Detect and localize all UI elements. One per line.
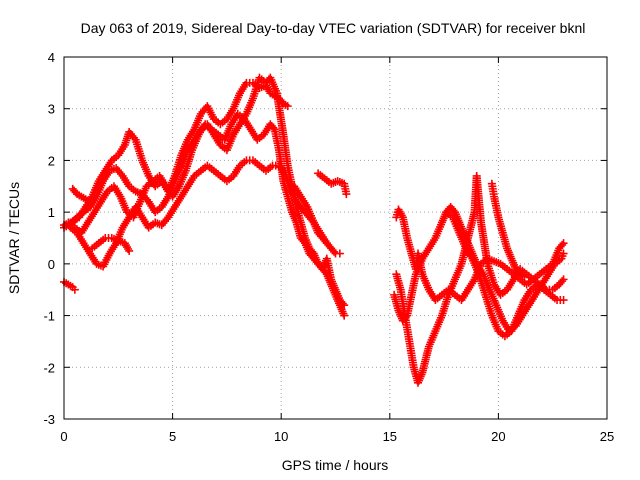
series-track-3 bbox=[64, 109, 349, 320]
series-track-8 bbox=[290, 182, 331, 248]
data-point bbox=[340, 311, 349, 320]
axis-ticks bbox=[63, 56, 608, 420]
series-track-5 bbox=[88, 234, 134, 255]
data-point bbox=[559, 275, 568, 284]
y-tick-label: -2 bbox=[43, 360, 55, 375]
series-track-7 bbox=[68, 184, 95, 206]
data-point bbox=[559, 249, 568, 258]
data-point bbox=[559, 296, 568, 305]
data-point bbox=[559, 239, 568, 248]
plot-frame bbox=[63, 56, 608, 420]
data-point bbox=[70, 285, 79, 294]
data-point bbox=[322, 239, 331, 248]
data-points bbox=[60, 73, 568, 387]
data-point bbox=[335, 249, 344, 258]
data-point bbox=[401, 313, 410, 322]
chart-title: Day 063 of 2019, Sidereal Day-to-day VTE… bbox=[81, 20, 586, 36]
y-tick-label: 3 bbox=[48, 102, 55, 117]
data-point bbox=[125, 246, 134, 255]
series-track-4 bbox=[66, 156, 344, 271]
data-point bbox=[558, 277, 567, 286]
x-tick-label: 20 bbox=[491, 429, 505, 444]
y-tick-label: 2 bbox=[48, 153, 55, 168]
data-point bbox=[558, 240, 567, 249]
y-tick-label: -1 bbox=[43, 309, 55, 324]
x-axis-label: GPS time / hours bbox=[282, 457, 389, 473]
data-point bbox=[342, 190, 351, 199]
y-tick-label: 0 bbox=[48, 257, 55, 272]
data-point bbox=[269, 123, 278, 132]
series-track-14 bbox=[487, 179, 529, 281]
y-tick-label: -3 bbox=[43, 412, 55, 427]
x-tick-label: 10 bbox=[274, 429, 288, 444]
series-track-10 bbox=[392, 205, 568, 305]
data-point bbox=[283, 102, 292, 111]
data-point bbox=[330, 247, 339, 256]
series-track-9 bbox=[314, 169, 351, 199]
tick-labels: 0 5 10 15 20 25 -3 -2 -1 0 1 2 3 4 bbox=[43, 50, 614, 444]
series-track-13 bbox=[442, 202, 568, 336]
y-tick-label: 4 bbox=[48, 50, 55, 65]
x-tick-label: 15 bbox=[383, 429, 397, 444]
data-point bbox=[520, 272, 529, 281]
x-tick-label: 25 bbox=[600, 429, 614, 444]
x-tick-label: 5 bbox=[169, 429, 176, 444]
x-tick-label: 0 bbox=[60, 429, 67, 444]
y-axis-label: SDTVAR / TECUs bbox=[6, 182, 22, 294]
data-point bbox=[86, 197, 95, 206]
y-tick-label: 1 bbox=[48, 205, 55, 220]
